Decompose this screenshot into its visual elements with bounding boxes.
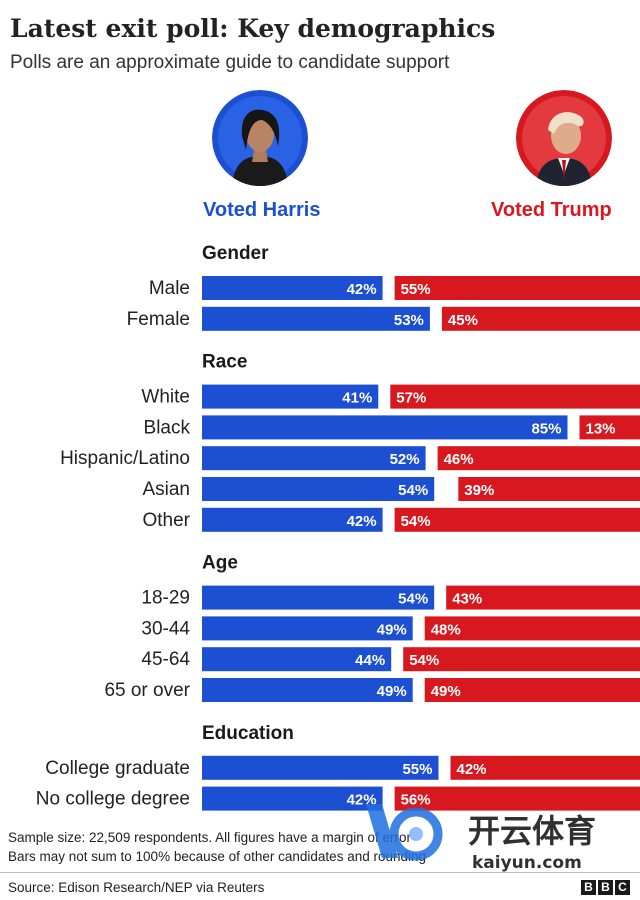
- row-label-race-white: White: [141, 387, 190, 408]
- trump-value-race-hispanic-latino: 46%: [444, 451, 474, 468]
- trump-value-age-45-64: 54%: [409, 652, 439, 669]
- trump-bar-race-hispanic-latino: [437, 446, 640, 471]
- harris-bar-race-other: [202, 507, 383, 532]
- row-label-race-hispanic-latino: Hispanic/Latino: [60, 448, 190, 469]
- harris-bar-race-hispanic-latino: [202, 446, 426, 471]
- trump-label: Voted Trump: [491, 199, 612, 221]
- row-label-race-asian: Asian: [142, 479, 190, 500]
- trump-value-age-65-or-over: 49%: [431, 683, 461, 700]
- harris-value-race-other: 42%: [347, 513, 377, 530]
- row-label-age-30-44: 30-44: [141, 618, 190, 639]
- trump-value-race-white: 57%: [396, 390, 426, 407]
- trump-bar-age-18-29: [446, 585, 640, 610]
- watermark-text: 开云体育: [468, 812, 596, 850]
- trump-bar-race-asian: [458, 477, 640, 501]
- footnote-margin-of-error: Sample size: 22,509 respondents. All fig…: [8, 830, 411, 845]
- harris-bar-race-black: [202, 415, 568, 440]
- harris-value-race-hispanic-latino: 52%: [390, 451, 420, 468]
- footnote-rounding: Bars may not sum to 100% because of othe…: [8, 849, 427, 864]
- harris-bar-gender-female: [202, 306, 430, 331]
- harris-bar-age-45-64: [202, 647, 392, 672]
- row-label-education-no-college-degree: No college degree: [36, 789, 190, 810]
- watermark-logo-ring: [389, 807, 443, 861]
- watermark-logo-dot: [409, 827, 423, 841]
- harris-value-race-asian: 54%: [398, 482, 428, 499]
- trump-bar-age-30-44: [424, 616, 640, 641]
- harris-value-age-65-or-over: 49%: [377, 683, 407, 700]
- group-heading-age: Age: [202, 553, 238, 574]
- harris-bar-race-asian: [202, 477, 435, 501]
- harris-value-age-45-64: 44%: [355, 652, 385, 669]
- row-label-age-65-or-over: 65 or over: [104, 680, 190, 701]
- trump-value-age-18-29: 43%: [452, 591, 482, 608]
- trump-value-age-30-44: 48%: [431, 621, 461, 638]
- trump-value-gender-male: 55%: [401, 281, 431, 298]
- harris-value-race-white: 41%: [342, 390, 372, 407]
- watermark: 开云体育 kaiyun.com: [360, 798, 630, 878]
- harris-value-age-18-29: 54%: [398, 591, 428, 608]
- bbc-logo-letter-1: B: [581, 880, 596, 895]
- harris-label: Voted Harris: [203, 199, 321, 221]
- bbc-logo: B B C: [581, 880, 630, 895]
- footer-divider: [0, 872, 640, 873]
- harris-bar-education-no-college-degree: [202, 786, 383, 811]
- harris-bar-age-18-29: [202, 585, 435, 610]
- harris-bar-age-30-44: [202, 616, 413, 641]
- harris-bar-race-white: [202, 384, 379, 409]
- harris-bar-gender-male: [202, 276, 383, 300]
- trump-bar-gender-female: [441, 306, 640, 331]
- trump-value-race-other: 54%: [401, 513, 431, 530]
- trump-value-race-asian: 39%: [464, 482, 494, 499]
- exit-poll-chart: Gender Male 42% 55% Female 53% 45% Race White 41%…: [36, 243, 640, 811]
- row-label-age-45-64: 45-64: [141, 649, 190, 670]
- trump-portrait: [516, 90, 612, 186]
- trump-bar-race-white: [390, 384, 640, 409]
- row-label-education-college-graduate: College graduate: [45, 758, 190, 779]
- source-note: Source: Edison Research/NEP via Reuters: [8, 880, 265, 895]
- bbc-logo-letter-3: C: [615, 880, 630, 895]
- harris-bar-age-65-or-over: [202, 678, 413, 702]
- trump-bar-age-65-or-over: [424, 678, 640, 702]
- harris-value-age-30-44: 49%: [377, 621, 407, 638]
- watermark-url: kaiyun.com: [472, 853, 582, 873]
- trump-value-education-no-college-degree: 56%: [401, 792, 431, 809]
- row-label-race-black: Black: [144, 417, 191, 438]
- harris-portrait: [212, 90, 308, 186]
- chart-subtitle: Polls are an approximate guide to candid…: [10, 52, 450, 73]
- harris-value-education-college-graduate: 55%: [402, 761, 432, 778]
- bbc-logo-letter-2: B: [598, 880, 613, 895]
- chart-title: Latest exit poll: Key demographics: [10, 14, 496, 43]
- trump-bar-education-no-college-degree: [394, 786, 640, 811]
- trump-bar-education-college-graduate: [450, 755, 640, 780]
- harris-bar-education-college-graduate: [202, 755, 439, 780]
- harris-value-gender-male: 42%: [347, 281, 377, 298]
- trump-bar-age-45-64: [403, 647, 640, 672]
- watermark-logo-stroke: [366, 804, 398, 858]
- group-heading-race: Race: [202, 352, 247, 373]
- trump-value-race-black: 13%: [586, 420, 616, 437]
- harris-value-gender-female: 53%: [394, 312, 424, 329]
- trump-bar-race-black: [579, 415, 640, 440]
- group-heading-education: Education: [202, 723, 294, 744]
- harris-value-race-black: 85%: [531, 420, 561, 437]
- trump-value-education-college-graduate: 42%: [457, 761, 487, 778]
- row-label-gender-female: Female: [127, 309, 190, 330]
- trump-bar-gender-male: [394, 276, 640, 300]
- trump-value-gender-female: 45%: [448, 312, 478, 329]
- row-label-age-18-29: 18-29: [141, 588, 190, 609]
- row-label-race-other: Other: [142, 510, 190, 531]
- group-heading-gender: Gender: [202, 243, 269, 264]
- trump-bar-race-other: [394, 507, 640, 532]
- row-label-gender-male: Male: [149, 278, 190, 299]
